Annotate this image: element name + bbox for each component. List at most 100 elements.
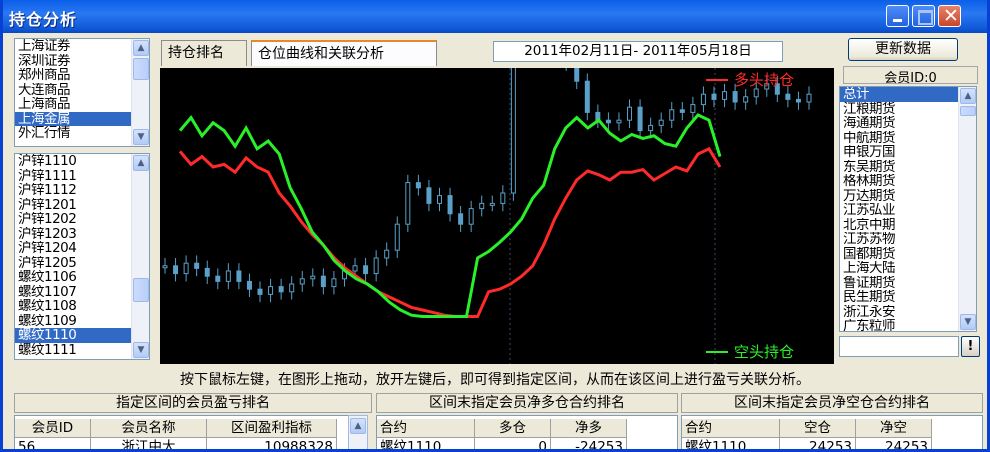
list-item[interactable]: 螺纹1108	[18, 299, 77, 314]
price-candle	[331, 278, 337, 288]
col-long-position[interactable]: 多仓	[475, 419, 551, 438]
tab-position-ranking[interactable]: 持仓排名	[161, 40, 247, 66]
price-candle	[468, 208, 474, 225]
market-list[interactable]: 上海证券 深圳证券 郑州商品 大连商品 上海商品 上海金属 外汇行情 ▲ ▼	[14, 38, 150, 147]
price-candle	[384, 249, 390, 259]
col-short-position[interactable]: 空仓	[780, 419, 856, 438]
list-item[interactable]: 北京中期	[843, 217, 896, 232]
price-candle	[627, 106, 633, 121]
list-item[interactable]: 鲁证期货	[843, 275, 896, 290]
list-item[interactable]: 沪锌1202	[18, 212, 77, 227]
price-candle	[479, 202, 485, 210]
member-search-input[interactable]	[839, 336, 959, 357]
list-item[interactable]: 沪锌1203	[18, 226, 77, 241]
table-row[interactable]: 螺纹1110 0 -24253	[377, 438, 627, 449]
contract-list-scrollbar[interactable]: ▲ ▼	[131, 154, 149, 359]
list-item[interactable]: 螺纹1107	[18, 284, 77, 299]
member-list[interactable]: 总计 江粮期货 海通期货 中航期货 申银万国 东吴期货 格林期货 万达期货 江苏弘业 北京中期 江苏…	[839, 86, 977, 332]
price-candle	[236, 270, 242, 282]
position-curve-chart[interactable]: 多头持仓 空头持仓	[160, 68, 834, 364]
scroll-up-icon[interactable]: ▲	[133, 155, 149, 171]
list-item[interactable]: 郑州商品	[18, 68, 71, 83]
list-item[interactable]: 江苏苏物	[843, 232, 896, 247]
scroll-down-icon[interactable]: ▼	[960, 314, 976, 330]
list-item[interactable]: 上海证券	[18, 39, 71, 54]
table-row[interactable]: 螺纹1110 24253 24253	[682, 438, 932, 449]
net-short-grid[interactable]: 合约 空仓 净空 螺纹1110 24253 24253	[681, 415, 983, 449]
minimize-button[interactable]	[886, 5, 909, 27]
net-long-grid[interactable]: 合约 多仓 净多 螺纹1110 0 -24253	[376, 415, 678, 449]
member-list-scrollbar[interactable]: ▲ ▼	[958, 87, 976, 331]
col-net-long[interactable]: 净多	[551, 419, 627, 438]
list-item[interactable]: 沪锌1111	[18, 168, 77, 183]
list-item[interactable]: 浙江永安	[843, 304, 896, 319]
list-item[interactable]: 螺纹1110	[15, 328, 149, 343]
scroll-up-icon[interactable]: ▲	[350, 418, 366, 434]
list-item[interactable]: 万达期货	[843, 188, 896, 203]
member-pnl-grid-scrollbar[interactable]: ▲	[348, 415, 368, 449]
date-range-display: 2011年02月11日- 2011年05月18日	[493, 41, 783, 62]
price-candle	[415, 182, 421, 189]
col-net-short[interactable]: 净空	[856, 419, 932, 438]
contract-list[interactable]: 沪锌1110 沪锌1111 沪锌1112 沪锌1201 沪锌1202 沪锌1203 沪锌12…	[14, 153, 150, 360]
cell-net-short: 24253	[856, 438, 932, 449]
list-item[interactable]: 大连商品	[18, 82, 71, 97]
list-item[interactable]: 广东粒师	[843, 319, 896, 332]
list-item[interactable]: 沪锌1205	[18, 255, 77, 270]
list-item[interactable]: 格林期货	[843, 174, 896, 189]
cell-contract: 螺纹1110	[682, 438, 780, 449]
maximize-button[interactable]	[912, 5, 935, 27]
list-item[interactable]: 螺纹1111	[18, 342, 77, 357]
list-item[interactable]: 沪锌1110	[18, 154, 77, 169]
list-item[interactable]: 上海大陆	[843, 261, 896, 276]
series-short-position	[178, 113, 722, 318]
col-contract[interactable]: 合约	[682, 419, 780, 438]
refresh-data-button[interactable]: 更新数据	[848, 38, 958, 61]
scroll-thumb[interactable]	[133, 278, 149, 302]
price-candle	[658, 119, 664, 126]
list-item[interactable]: 沪锌1204	[18, 241, 77, 256]
list-item[interactable]: 国都期货	[843, 246, 896, 261]
col-member-id[interactable]: 会员ID	[15, 419, 91, 438]
col-profit-index[interactable]: 区间盈利指标	[207, 419, 337, 438]
list-item[interactable]: 江粮期货	[843, 101, 896, 116]
scroll-down-icon[interactable]: ▼	[133, 342, 149, 358]
close-button[interactable]: ✕	[938, 5, 961, 27]
price-candle	[764, 83, 770, 90]
tab-position-curve[interactable]: 仓位曲线和关联分析	[251, 40, 437, 66]
list-item[interactable]: 申银万国	[843, 145, 896, 160]
table-row[interactable]: 56 浙江中大 10988328	[15, 438, 337, 449]
market-list-scrollbar[interactable]: ▲ ▼	[131, 39, 149, 146]
scroll-up-icon[interactable]: ▲	[133, 40, 149, 56]
member-pnl-grid[interactable]: 会员ID 会员名称 区间盈利指标 56 浙江中大 10988328	[14, 415, 354, 449]
list-item[interactable]: 上海商品	[18, 97, 71, 112]
list-item[interactable]: 深圳证券	[18, 53, 71, 68]
list-item[interactable]: 螺纹1109	[18, 313, 77, 328]
list-item[interactable]: 螺纹1106	[18, 270, 77, 285]
drag-hint-text: 按下鼠标左键，在图形上拖动，放开左键后，即可得到指定区间，从而在该区间上进行盈亏…	[180, 372, 810, 388]
list-item[interactable]: 中航期货	[843, 130, 896, 145]
list-item[interactable]: 东吴期货	[843, 159, 896, 174]
col-member-name[interactable]: 会员名称	[91, 419, 207, 438]
list-item[interactable]: 总计	[840, 87, 976, 102]
list-item[interactable]: 江苏弘业	[843, 203, 896, 218]
list-item[interactable]: 外汇行情	[18, 126, 71, 141]
scroll-down-icon[interactable]: ▼	[133, 129, 149, 145]
list-item[interactable]: 沪锌1112	[18, 183, 77, 198]
col-contract[interactable]: 合约	[377, 419, 475, 438]
scroll-thumb[interactable]	[960, 106, 976, 116]
cell-long-position: 0	[475, 438, 551, 449]
list-item[interactable]: 上海金属	[15, 111, 149, 126]
grid-header-row: 会员ID 会员名称 区间盈利指标	[15, 419, 337, 438]
member-id-label: 会员ID:0	[843, 66, 978, 86]
scroll-thumb[interactable]	[133, 58, 149, 80]
price-candle	[204, 267, 210, 277]
member-search-button[interactable]: !	[961, 336, 980, 357]
window-title: 持仓分析	[9, 10, 78, 29]
list-item[interactable]: 海通期货	[843, 116, 896, 131]
price-candle	[363, 265, 369, 275]
list-item[interactable]: 民生期货	[843, 290, 896, 305]
scroll-up-icon[interactable]: ▲	[960, 88, 976, 104]
list-item[interactable]: 沪锌1201	[18, 197, 77, 212]
